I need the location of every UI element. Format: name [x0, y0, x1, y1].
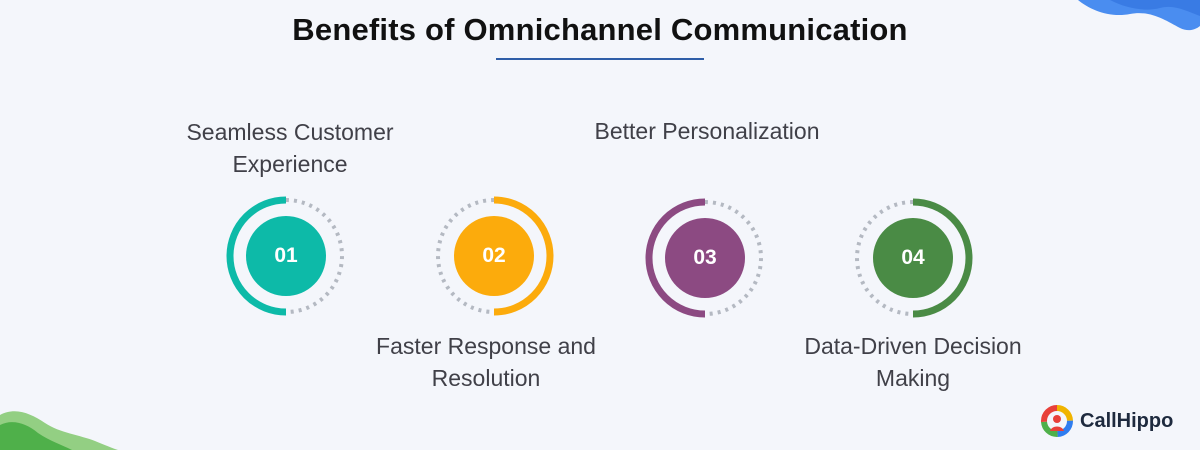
title-underline	[496, 58, 704, 60]
page-title: Benefits of Omnichannel Communication	[292, 12, 908, 47]
callhippo-logo-icon	[1041, 405, 1073, 437]
step-3-ring	[645, 198, 763, 318]
step-2-label: Faster Response and Resolution	[376, 333, 596, 391]
step-4-ring	[855, 198, 973, 318]
step-4-number-badge: 04	[873, 218, 953, 298]
top-right-wave-decoration	[1078, 0, 1200, 31]
bottom-left-wave-decoration	[0, 411, 118, 450]
step-2-number-badge: 02	[454, 216, 534, 296]
step-1-number-badge: 01	[246, 216, 326, 296]
step-2-ring	[436, 196, 554, 316]
callhippo-logo: CallHippo	[1040, 403, 1173, 439]
step-3-number-badge: 03	[665, 218, 745, 298]
step-1-ring	[226, 196, 344, 316]
step-4: 04	[853, 196, 973, 320]
step-3: 03	[645, 196, 765, 320]
step-2: 02	[434, 194, 554, 318]
step-4-label: Data-Driven Decision Making	[804, 333, 1022, 391]
step-1: 01	[226, 194, 346, 318]
step-3-label: Better Personalization	[594, 118, 820, 144]
callhippo-logo-text: CallHippo	[1080, 409, 1174, 432]
step-1-label: Seamless Customer Experience	[186, 119, 394, 177]
